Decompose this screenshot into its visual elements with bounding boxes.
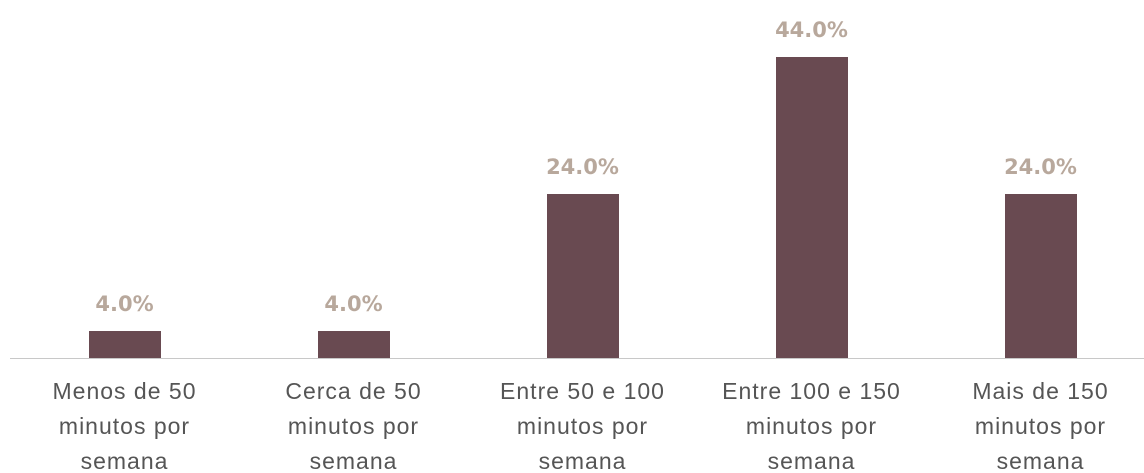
x-tick-label: Entre 50 e 100 minutos por semana (500, 378, 665, 473)
bar (546, 193, 619, 358)
x-tick-label: Menos de 50 minutos por semana (52, 378, 197, 473)
x-tick-label: Mais de 150 minutos por semana (972, 378, 1109, 473)
value-label: 4.0% (324, 291, 383, 316)
value-label: 24.0% (546, 154, 619, 179)
bar (775, 57, 848, 358)
value-label: 4.0% (95, 291, 154, 316)
x-tick-label: Entre 100 e 150 minutos por semana (722, 378, 901, 473)
bar (317, 330, 390, 358)
value-label: 44.0% (775, 18, 848, 42)
bar (88, 330, 161, 358)
value-label: 24.0% (1004, 154, 1077, 179)
bar (1004, 193, 1077, 358)
baseline (10, 358, 1144, 359)
x-tick-label: Cerca de 50 minutos por semana (285, 378, 422, 473)
